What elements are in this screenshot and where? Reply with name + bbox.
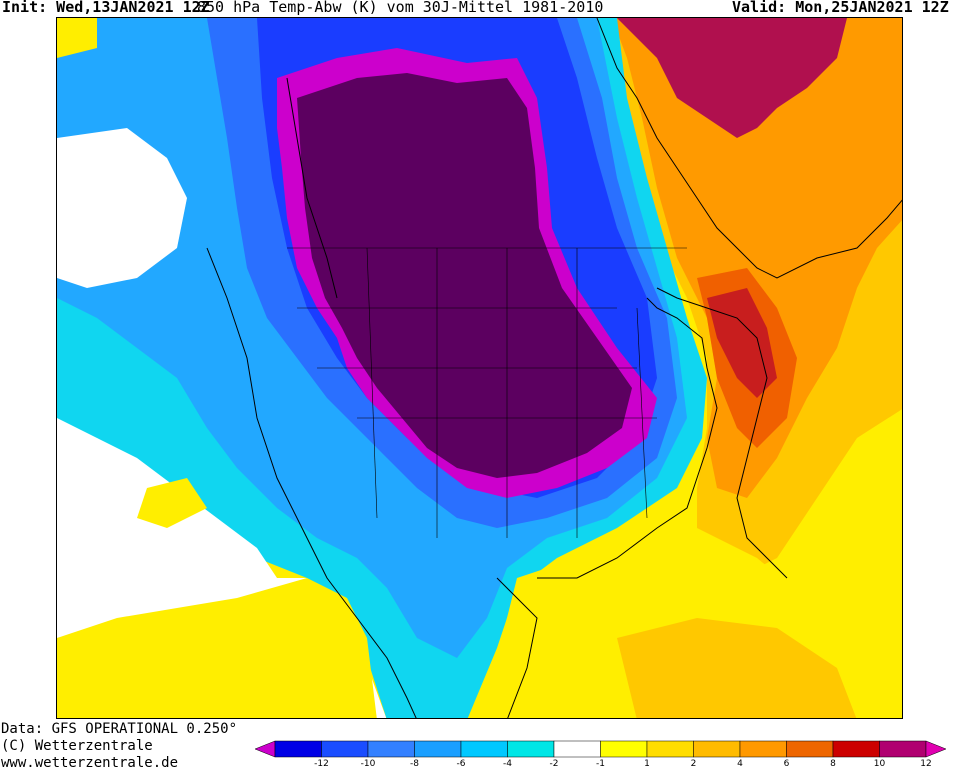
cold-deep-core bbox=[297, 73, 632, 478]
map-svg bbox=[57, 18, 902, 718]
legend-swatch bbox=[879, 740, 927, 758]
yellow-patch-sw bbox=[57, 578, 377, 718]
legend-swatch bbox=[600, 740, 648, 758]
legend-swatch bbox=[553, 740, 601, 758]
legend-swatch bbox=[367, 740, 415, 758]
legend-tick-label: 2 bbox=[690, 759, 697, 769]
legend-bar bbox=[254, 740, 947, 758]
legend-swatch bbox=[321, 740, 369, 758]
legend-tick-label: 1 bbox=[644, 759, 650, 769]
copyright-label: (C) Wetterzentrale bbox=[1, 738, 153, 754]
legend-tick-label: -12 bbox=[314, 759, 329, 769]
legend-swatch bbox=[786, 740, 834, 758]
coastlines bbox=[206, 18, 902, 718]
legend-swatch bbox=[414, 740, 462, 758]
warm-red-region bbox=[707, 288, 777, 398]
yellow-patch-mid bbox=[137, 478, 207, 528]
warm-crimson-region bbox=[617, 18, 847, 138]
chart-title: 850 hPa Temp-Abw (K) vom 30J-Mittel 1981… bbox=[197, 0, 604, 16]
legend-tick-label: 6 bbox=[783, 759, 790, 769]
legend-tick-label: -10 bbox=[360, 759, 376, 769]
valid-time-label: Valid: Mon,25JAN2021 12Z bbox=[732, 0, 949, 16]
pacific-lower-white bbox=[57, 438, 277, 638]
color-legend: -12 -10 -8 -6 -4 -2 -1 1 2 4 6 8 10 12 bbox=[254, 740, 957, 775]
gulf-gold bbox=[617, 618, 857, 718]
legend-swatch bbox=[832, 740, 880, 758]
legend-tick-label: 12 bbox=[920, 759, 932, 769]
legend-swatch bbox=[739, 740, 787, 758]
legend-tick-label: 10 bbox=[873, 759, 886, 769]
legend-swatch bbox=[693, 740, 741, 758]
legend-tick-label: 4 bbox=[737, 759, 743, 769]
state-boundaries bbox=[287, 247, 687, 538]
legend-arrow-left bbox=[254, 740, 276, 758]
legend-tick-label: -1 bbox=[596, 759, 605, 769]
pacific-white-pocket bbox=[57, 128, 187, 288]
legend-tick-label: 8 bbox=[830, 759, 836, 769]
temperature-anomaly-map bbox=[56, 17, 903, 719]
init-time-label: Init: Wed,13JAN2021 12Z bbox=[2, 0, 210, 16]
legend-swatch bbox=[460, 740, 508, 758]
warm-orange-region bbox=[612, 18, 902, 498]
legend-swatch bbox=[507, 740, 555, 758]
legend-tick-label: -4 bbox=[503, 759, 512, 769]
legend-swatch bbox=[274, 740, 322, 758]
legend-tick-label: -8 bbox=[410, 759, 419, 769]
yellow-patch-nw bbox=[57, 18, 97, 58]
legend-tick-label: -6 bbox=[456, 759, 466, 769]
legend-swatch bbox=[646, 740, 694, 758]
legend-arrow-right bbox=[925, 740, 947, 758]
website-label: www.wetterzentrale.de bbox=[1, 755, 179, 771]
legend-tick-label: -2 bbox=[549, 759, 559, 769]
data-source-label: Data: GFS OPERATIONAL 0.250° bbox=[1, 721, 238, 737]
